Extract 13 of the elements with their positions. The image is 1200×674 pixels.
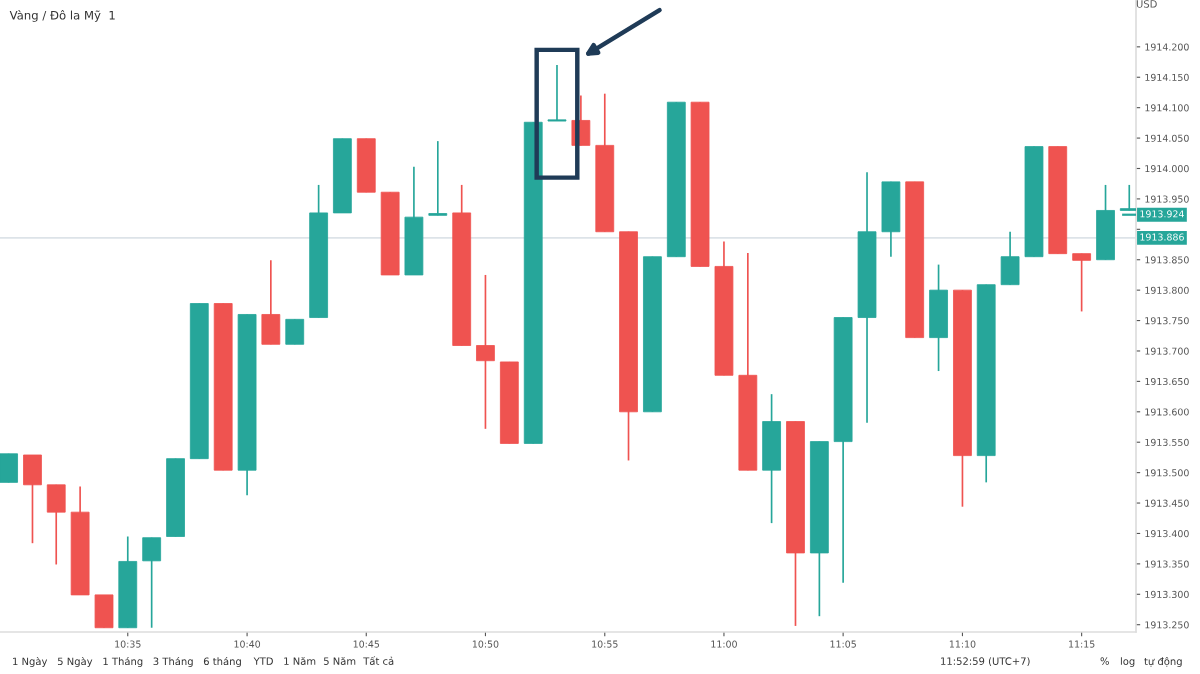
candlestick: [0, 452, 18, 484]
candlestick: [261, 259, 281, 346]
candlestick: [929, 263, 948, 372]
candlestick: [94, 594, 114, 629]
candlestick: [285, 318, 305, 346]
candlestick: [23, 454, 42, 545]
candlestick: [1000, 230, 1020, 286]
candlestick: [142, 536, 162, 629]
candlestick: [547, 64, 567, 122]
candlestick: [476, 274, 495, 430]
candlestick: [428, 140, 448, 217]
candlestick: [46, 483, 66, 566]
candlestick: [1072, 252, 1092, 313]
